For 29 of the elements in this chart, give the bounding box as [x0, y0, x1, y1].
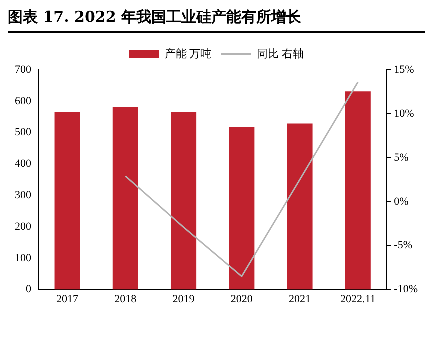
- y2-tick-label: 5%: [394, 152, 409, 164]
- x-tick-label: 2019: [172, 293, 196, 306]
- legend-label: 同比 右轴: [257, 47, 304, 60]
- bar: [287, 124, 313, 290]
- y-tick-label: 100: [15, 252, 32, 264]
- y-tick-label: 0: [26, 284, 32, 296]
- y2-tick-label: 0%: [394, 196, 409, 208]
- x-tick-label: 2020: [230, 293, 254, 306]
- chart-title: 图表 17. 2022 年我国工业硅产能有所增长: [8, 8, 425, 33]
- x-tick-label: 2018: [114, 293, 138, 306]
- y2-tick-label: -10%: [394, 284, 418, 296]
- x-tick-label: 2017: [56, 293, 80, 306]
- y2-tick-label: 10%: [394, 108, 414, 120]
- bar: [345, 92, 371, 290]
- bar: [229, 127, 255, 290]
- bar: [112, 107, 138, 290]
- y2-tick-label: -5%: [394, 240, 412, 252]
- bar: [170, 112, 197, 290]
- bar: [54, 112, 80, 290]
- y-tick-label: 300: [15, 189, 32, 202]
- y-tick-label: 600: [15, 95, 32, 108]
- x-tick-label: 2021: [289, 293, 312, 306]
- y-tick-label: 200: [15, 220, 32, 233]
- legend-label: 产能 万吨: [164, 47, 212, 60]
- y-tick-label: 700: [15, 64, 32, 76]
- y2-tick-label: 15%: [394, 64, 414, 76]
- y-tick-label: 500: [15, 126, 32, 139]
- x-tick-label: 2022.11: [340, 293, 376, 306]
- y-tick-label: 400: [15, 158, 32, 170]
